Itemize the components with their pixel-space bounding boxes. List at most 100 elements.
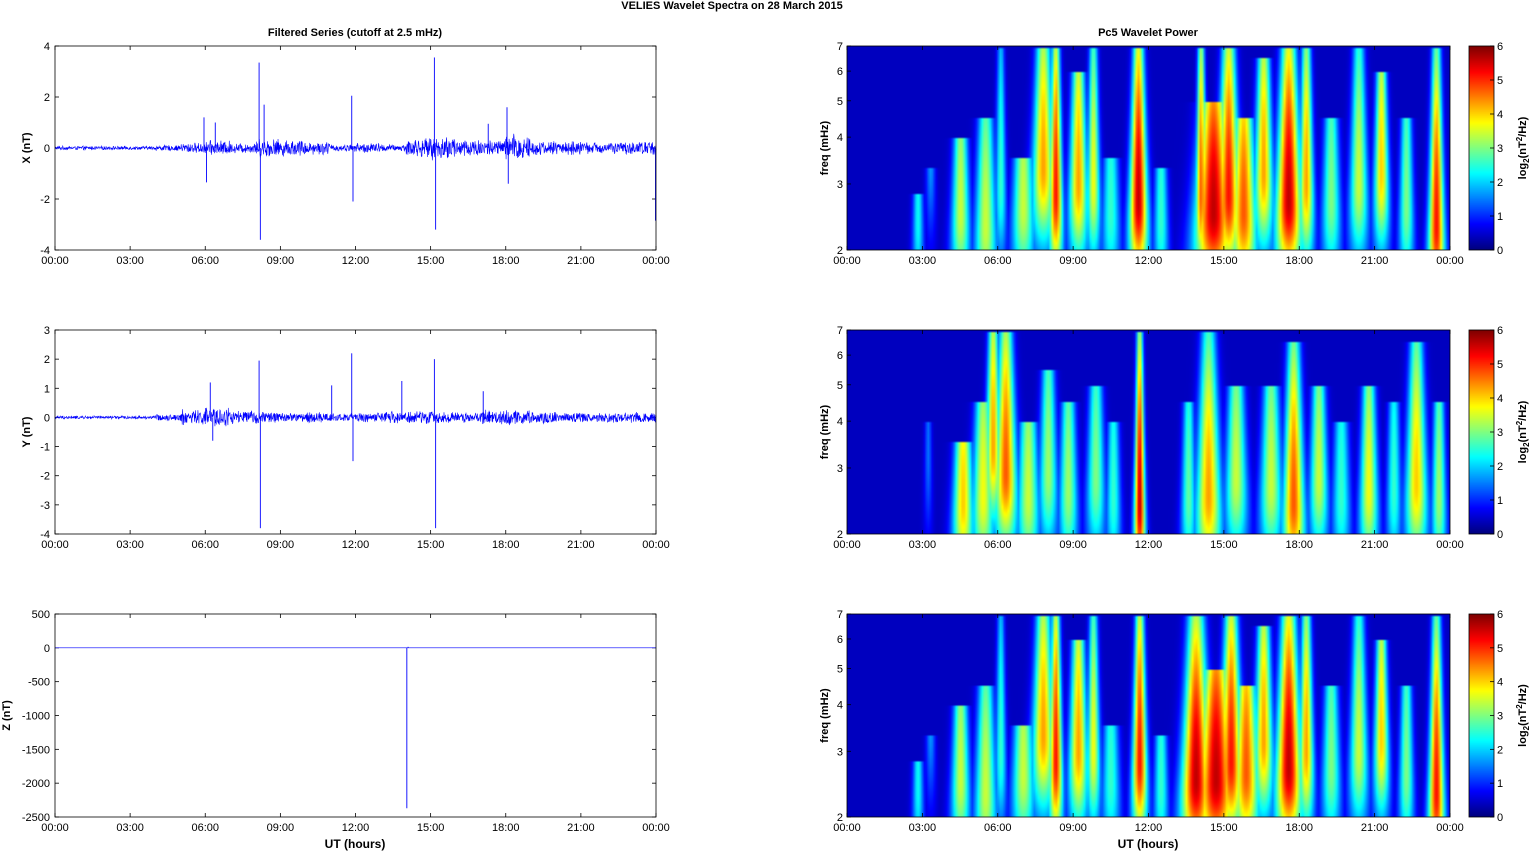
filtered-y-y-tick-label: -4 [40, 529, 50, 541]
wavelet-z-x-tick-label: 09:00 [1059, 822, 1087, 834]
filtered-z-x-tick-label: 00:00 [41, 822, 69, 834]
filtered-x-x-tick-label: 00:00 [41, 255, 69, 267]
filtered-y-y-tick-label: 2 [44, 354, 50, 366]
filtered-z-y-tick-label: -2500 [22, 812, 50, 824]
filtered-z-panel: -2500 -2000 -1500 -1000 -500 0 500 00:00 03:00 06… [1, 609, 670, 834]
wavelet-x-x-tick-label: 03:00 [909, 255, 937, 267]
wavelet-y-axes-frame [846, 329, 1451, 535]
wavelet-z-x-tick-label: 00:00 [833, 822, 861, 834]
wavelet-x-colorbar-tick-label: 4 [1497, 109, 1503, 121]
figure-title: VELIES Wavelet Spectra on 28 March 2015 [621, 0, 843, 12]
wavelet-z-x-tick-label: 03:00 [909, 822, 937, 834]
wavelet-x-colorbar-tick-label: 2 [1497, 177, 1503, 189]
filtered-z-x-tick-label: 03:00 [116, 822, 144, 834]
wavelet-z-x-tick-label: 21:00 [1361, 822, 1389, 834]
wavelet-x-x-tick-label: 00:00 [833, 255, 861, 267]
wavelet-y-x-tick-label: 18:00 [1285, 539, 1313, 551]
filtered-z-y-tick-label: -2000 [22, 778, 50, 790]
wavelet-x-y-tick-label: 2 [837, 245, 843, 257]
wavelet-z-axes-frame [846, 613, 1451, 818]
wavelet-z-y-tick-label: 7 [837, 609, 843, 621]
wavelet-x-colorbar-label: log2(nT2/Hz) [1515, 116, 1531, 179]
wavelet-z-x-tick-label: 12:00 [1135, 822, 1163, 834]
wavelet-x-y-tick-label: 3 [837, 179, 843, 191]
wavelet-z-y-tick-label: 3 [837, 746, 843, 758]
wavelet-y-colorbar-tick-label: 6 [1497, 325, 1503, 337]
wavelet-x-x-tick-label: 09:00 [1059, 255, 1087, 267]
wavelet-z-colorbar-label: log2(nT2/Hz) [1515, 684, 1531, 747]
right-x-axis-label: UT (hours) [1118, 837, 1179, 851]
wavelet-y-y-tick-label: 6 [837, 350, 843, 362]
wavelet-y-colorbar-tick-label: 1 [1497, 495, 1503, 507]
wavelet-y-x-tick-label: 15:00 [1210, 539, 1238, 551]
filtered-y-y-tick-label: -3 [40, 500, 50, 512]
filtered-z-x-tick-label: 18:00 [492, 822, 520, 834]
filtered-x-x-tick-label: 03:00 [116, 255, 144, 267]
wavelet-z-y-axis-label: freq (mHz) [819, 688, 831, 743]
wavelet-y-y-tick-label: 3 [837, 463, 843, 475]
wavelet-x-x-tick-label: 06:00 [984, 255, 1012, 267]
filtered-y-x-tick-label: 00:00 [41, 539, 69, 551]
wavelet-z-x-tick-label: 15:00 [1210, 822, 1238, 834]
filtered-y-y-axis-label: Y (nT) [21, 416, 33, 447]
wavelet-y-colorbar [1469, 330, 1494, 534]
filtered-x-x-tick-label: 15:00 [417, 255, 445, 267]
wavelet-z-y-tick-label: 2 [837, 812, 843, 824]
plot-area: -4 -2 0 2 4 00:00 03:00 06:00 09:00 12:00 15:00 18:… [1, 41, 1531, 834]
filtered-y-y-tick-label: -1 [40, 442, 50, 454]
filtered-z-axes-frame [54, 613, 657, 818]
wavelet-z-x-tick-label: 00:00 [1436, 822, 1464, 834]
wavelet-x-x-tick-label: 00:00 [1436, 255, 1464, 267]
wavelet-z-y-tick-label: 5 [837, 664, 843, 676]
wavelet-x-y-tick-label: 5 [837, 96, 843, 108]
wavelet-y-colorbar-tick-label: 4 [1497, 393, 1503, 405]
wavelet-z-colorbar-tick-label: 4 [1497, 677, 1503, 689]
filtered-z-x-tick-label: 15:00 [417, 822, 445, 834]
filtered-z-y-tick-label: 500 [32, 609, 50, 621]
filtered-y-x-tick-label: 21:00 [567, 539, 595, 551]
wavelet-x-y-tick-label: 6 [837, 66, 843, 78]
wavelet-z-x-tick-label: 18:00 [1285, 822, 1313, 834]
filtered-z-x-tick-label: 09:00 [267, 822, 295, 834]
filtered-z-x-tick-label: 06:00 [191, 822, 219, 834]
filtered-y-x-tick-label: 15:00 [417, 539, 445, 551]
filtered-x-x-tick-label: 06:00 [191, 255, 219, 267]
filtered-x-axes-frame [54, 45, 657, 251]
filtered-x-y-tick-label: 0 [44, 143, 50, 155]
wavelet-x-colorbar-tick-label: 6 [1497, 41, 1503, 53]
filtered-y-panel: -4 -3 -2 -1 0 1 2 3 00:00 03:00 06:00 09:00 12:00 15:… [21, 325, 670, 551]
filtered-y-x-tick-label: 18:00 [492, 539, 520, 551]
filtered-x-x-tick-label: 00:00 [642, 255, 670, 267]
filtered-z-y-tick-label: -1500 [22, 744, 50, 756]
wavelet-z-y-tick-label: 4 [837, 700, 843, 712]
filtered-y-x-tick-label: 00:00 [642, 539, 670, 551]
filtered-y-y-tick-label: -2 [40, 471, 50, 483]
filtered-y-x-tick-label: 09:00 [267, 539, 295, 551]
filtered-y-y-tick-label: 3 [44, 325, 50, 337]
wavelet-z-colorbar-tick-label: 0 [1497, 812, 1503, 824]
wavelet-y-power-map [847, 330, 1450, 534]
wavelet-y-y-tick-label: 5 [837, 380, 843, 392]
filtered-z-y-tick-label: 0 [44, 643, 50, 655]
wavelet-z-colorbar-tick-label: 6 [1497, 609, 1503, 621]
wavelet-y-colorbar-tick-label: 0 [1497, 529, 1503, 541]
filtered-y-y-tick-label: 0 [44, 412, 50, 424]
filtered-z-x-tick-label: 00:00 [642, 822, 670, 834]
filtered-x-x-tick-label: 12:00 [342, 255, 370, 267]
filtered-y-x-tick-label: 03:00 [116, 539, 144, 551]
wavelet-z-x-tick-label: 06:00 [984, 822, 1012, 834]
wavelet-y-y-tick-label: 2 [837, 529, 843, 541]
wavelet-y-x-tick-label: 12:00 [1135, 539, 1163, 551]
filtered-x-y-tick-label: 4 [44, 41, 50, 53]
wavelet-y-x-tick-label: 09:00 [1059, 539, 1087, 551]
filtered-z-y-axis-label: Z (nT) [1, 700, 13, 731]
wavelet-x-colorbar-tick-label: 1 [1497, 211, 1503, 223]
filtered-z-y-tick-label: -500 [28, 677, 50, 689]
wavelet-x-x-tick-label: 15:00 [1210, 255, 1238, 267]
wavelet-y-x-tick-label: 03:00 [909, 539, 937, 551]
wavelet-y-colorbar-tick-label: 5 [1497, 359, 1503, 371]
wavelet-z-y-tick-label: 6 [837, 634, 843, 646]
wavelet-y-y-tick-label: 4 [837, 416, 843, 428]
filtered-x-y-tick-label: -2 [40, 194, 50, 206]
